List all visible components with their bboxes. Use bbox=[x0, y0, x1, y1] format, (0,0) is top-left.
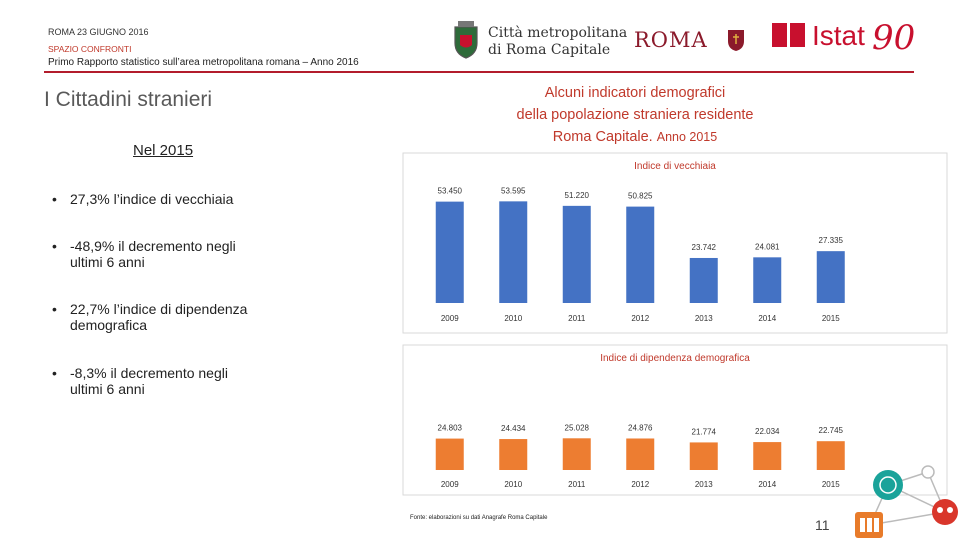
x-tick-label: 2010 bbox=[504, 314, 522, 323]
data-label: 50.825 bbox=[628, 192, 653, 201]
istat-mark-left bbox=[772, 23, 787, 47]
chart-title: Indice di vecchiaia bbox=[634, 161, 716, 172]
bar-2011 bbox=[562, 205, 591, 303]
bullet-text: il decremento negli bbox=[106, 365, 228, 381]
istat-wordmark: Istat bbox=[812, 20, 865, 51]
chart-frame bbox=[402, 152, 948, 334]
bullet-value: 22,7% bbox=[70, 301, 110, 317]
source-note: Fonte: elaborazioni su dati Anagrafe Rom… bbox=[410, 515, 548, 521]
bullet-continuation: ultimi 6 anni bbox=[70, 381, 145, 397]
bullet-text: il decremento negli bbox=[114, 238, 236, 254]
bullet-vecchiaia: • 27,3% l’indice di vecchiaia bbox=[52, 191, 234, 207]
data-label: 53.595 bbox=[501, 186, 526, 195]
bullet-dipendenza: • 22,7% l’indice di dipendenza demografic… bbox=[52, 301, 248, 333]
data-label: 22.034 bbox=[755, 427, 780, 436]
data-label: 23.742 bbox=[692, 243, 717, 252]
bar-2015 bbox=[816, 251, 845, 303]
data-label: 24.081 bbox=[755, 242, 780, 251]
x-tick-label: 2010 bbox=[504, 480, 522, 489]
globe-icon bbox=[873, 470, 903, 500]
roma-logo: ROMA bbox=[634, 28, 744, 58]
data-label: 24.876 bbox=[628, 423, 653, 432]
data-label: 25.028 bbox=[565, 423, 590, 432]
data-label: 21.774 bbox=[692, 427, 717, 436]
x-tick-label: 2014 bbox=[758, 314, 776, 323]
report-title: Primo Rapporto statistico sull’area metr… bbox=[48, 57, 359, 68]
bar-2010 bbox=[499, 439, 528, 470]
bar-2011 bbox=[562, 438, 591, 470]
event-date: ROMA 23 GIUGNO 2016 bbox=[48, 27, 149, 37]
istat-mark-right bbox=[790, 23, 805, 47]
header-divider bbox=[44, 71, 914, 73]
x-tick-label: 2009 bbox=[441, 480, 459, 489]
section-title: I Cittadini stranieri bbox=[44, 88, 213, 111]
heading-line-2: della popolazione straniera residente bbox=[516, 107, 754, 123]
citta-line-2: di Roma Capitale bbox=[488, 42, 611, 58]
network-decoration bbox=[855, 465, 958, 538]
chart-title: Indice di dipendenza demografica bbox=[600, 353, 750, 364]
heading-line-3: Roma Capitale. bbox=[552, 129, 653, 145]
istat-anniversary: 90 bbox=[872, 18, 916, 58]
charts-area: Indice di vecchiaia 53.450 2009 53.595 2010 5… bbox=[402, 150, 948, 540]
x-tick-label: 2013 bbox=[695, 314, 713, 323]
bullet-decremento-vecchiaia: • -48,9% il decremento negli ultimi 6 ann… bbox=[52, 238, 236, 270]
x-tick-label: 2012 bbox=[631, 480, 649, 489]
page-number: 11 bbox=[815, 517, 830, 533]
bullet-continuation: demografica bbox=[70, 317, 148, 333]
bullet-value: 27,3% bbox=[70, 191, 110, 207]
roma-wordmark: ROMA bbox=[634, 28, 708, 52]
chart-heading: Alcuni indicatori demografici della popo… bbox=[480, 82, 790, 148]
data-label: 51.220 bbox=[565, 191, 590, 200]
year-label: Nel 2015 bbox=[133, 142, 194, 159]
node-icon bbox=[921, 465, 935, 479]
bar-2012 bbox=[626, 206, 655, 303]
istat-logo: Istat 90 bbox=[772, 18, 922, 68]
x-tick-label: 2015 bbox=[822, 480, 840, 489]
x-tick-label: 2012 bbox=[631, 314, 649, 323]
chart-frame bbox=[402, 344, 948, 496]
heading-year: Anno 2015 bbox=[656, 130, 718, 144]
citta-line-1: Città metropolitana bbox=[488, 25, 628, 41]
bullet-text: l’indice di dipendenza bbox=[109, 301, 248, 317]
bullet-value: -48,9% bbox=[70, 238, 115, 254]
x-tick-label: 2015 bbox=[822, 314, 840, 323]
section-label: SPAZIO CONFRONTI bbox=[48, 44, 132, 54]
x-tick-label: 2013 bbox=[695, 480, 713, 489]
crest-icon bbox=[454, 21, 478, 59]
bar-2010 bbox=[499, 201, 528, 303]
data-label: 24.434 bbox=[501, 424, 526, 433]
x-tick-label: 2009 bbox=[441, 314, 459, 323]
data-label: 53.450 bbox=[438, 187, 463, 196]
bullet-continuation: ultimi 6 anni bbox=[70, 254, 145, 270]
citta-metropolitana-logo: Città metropolitana di Roma Capitale bbox=[452, 16, 627, 66]
bar-2014 bbox=[753, 442, 782, 470]
bullet-decremento-dipendenza: • -8,3% il decremento negli ultimi 6 anni bbox=[52, 365, 228, 397]
bar-2013 bbox=[689, 257, 718, 303]
bullet-text: l’indice di vecchiaia bbox=[109, 191, 234, 207]
bar-charts-svg: Indice di vecchiaia 53.450 2009 53.595 2010 5… bbox=[402, 152, 948, 496]
bullet-value: -8,3% bbox=[70, 365, 107, 381]
bar-2009 bbox=[435, 201, 464, 303]
bar-2013 bbox=[689, 442, 718, 470]
x-tick-label: 2014 bbox=[758, 480, 776, 489]
x-tick-label: 2011 bbox=[568, 314, 586, 323]
people-icon bbox=[932, 499, 958, 525]
data-label: 24.803 bbox=[438, 424, 463, 433]
x-tick-label: 2011 bbox=[568, 480, 586, 489]
data-label: 27.335 bbox=[819, 236, 844, 245]
bar-2012 bbox=[626, 438, 655, 470]
bar-2015 bbox=[816, 441, 845, 470]
roma-shield-icon bbox=[728, 30, 744, 51]
bar-2014 bbox=[753, 257, 782, 303]
bar-2009 bbox=[435, 438, 464, 470]
heading-line-1: Alcuni indicatori demografici bbox=[544, 85, 726, 101]
data-label: 22.745 bbox=[819, 426, 844, 435]
